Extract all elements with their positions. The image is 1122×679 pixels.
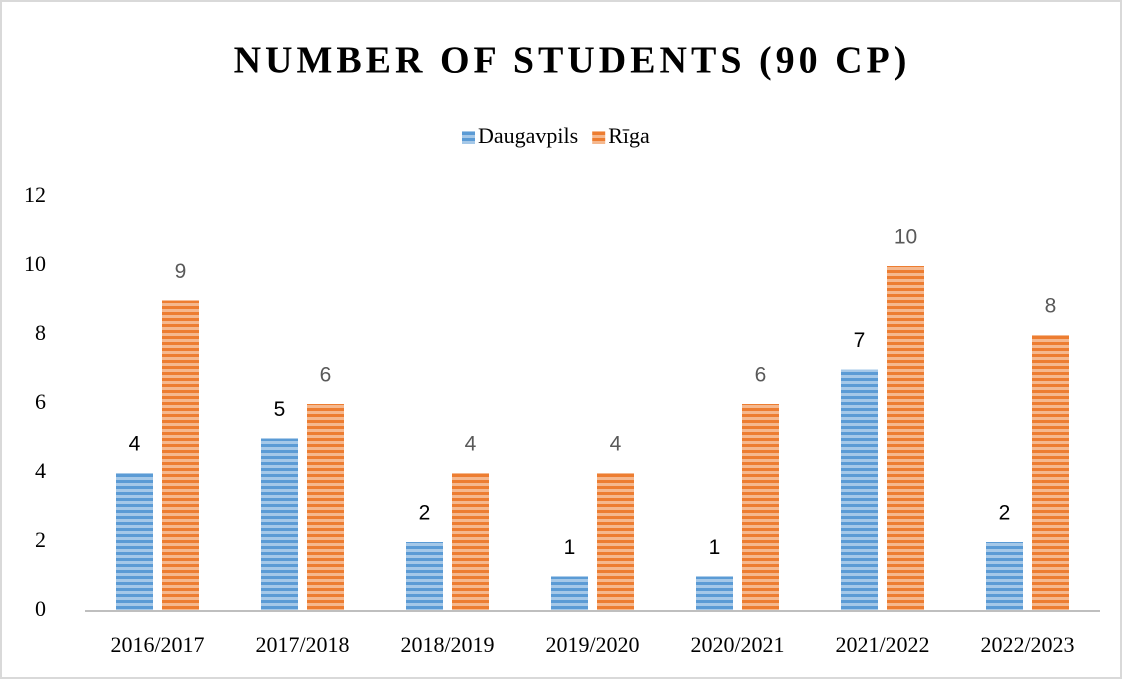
data-label: 4 bbox=[465, 433, 477, 456]
bar bbox=[116, 473, 153, 611]
bar bbox=[406, 542, 443, 611]
data-label: 1 bbox=[564, 536, 576, 559]
y-tick-label: 8 bbox=[35, 320, 46, 345]
y-tick-label: 12 bbox=[24, 182, 46, 207]
data-label: 2 bbox=[419, 502, 431, 525]
x-tick-label: 2021/2022 bbox=[835, 632, 929, 657]
data-label: 4 bbox=[610, 433, 622, 456]
chart-title: NUMBER OF STUDENTS (90 CP) bbox=[234, 40, 911, 82]
x-tick-label: 2022/2023 bbox=[980, 632, 1074, 657]
x-tick-label: 2019/2020 bbox=[545, 632, 639, 657]
bar bbox=[261, 438, 298, 611]
y-tick-label: 6 bbox=[35, 389, 46, 414]
bar bbox=[841, 369, 878, 611]
x-tick-label: 2020/2021 bbox=[690, 632, 784, 657]
data-label: 6 bbox=[320, 364, 332, 387]
bar bbox=[452, 473, 489, 611]
y-tick-label: 2 bbox=[35, 527, 46, 552]
y-tick-label: 10 bbox=[24, 251, 46, 276]
data-label: 7 bbox=[854, 329, 866, 352]
legend-label: Daugavpils bbox=[478, 123, 578, 148]
bar bbox=[551, 576, 588, 611]
bar bbox=[162, 300, 199, 611]
bar bbox=[696, 576, 733, 611]
bar bbox=[742, 404, 779, 611]
bar bbox=[986, 542, 1023, 611]
data-label: 2 bbox=[999, 502, 1011, 525]
legend-label: Rīga bbox=[608, 123, 650, 148]
bar bbox=[887, 266, 924, 611]
data-label: 9 bbox=[175, 260, 187, 283]
data-label: 6 bbox=[755, 364, 767, 387]
bar bbox=[1032, 335, 1069, 611]
data-label: 8 bbox=[1045, 295, 1057, 318]
bar bbox=[597, 473, 634, 611]
x-tick-label: 2018/2019 bbox=[400, 632, 494, 657]
data-label: 4 bbox=[129, 433, 141, 456]
legend-swatch bbox=[592, 131, 606, 144]
x-tick-label: 2016/2017 bbox=[110, 632, 204, 657]
data-label: 5 bbox=[274, 398, 286, 421]
bar bbox=[307, 404, 344, 611]
data-label: 1 bbox=[709, 536, 721, 559]
x-tick-label: 2017/2018 bbox=[255, 632, 349, 657]
legend-swatch bbox=[462, 131, 475, 144]
y-tick-label: 4 bbox=[35, 458, 46, 483]
data-label: 10 bbox=[894, 226, 917, 249]
y-tick-label: 0 bbox=[35, 596, 46, 621]
